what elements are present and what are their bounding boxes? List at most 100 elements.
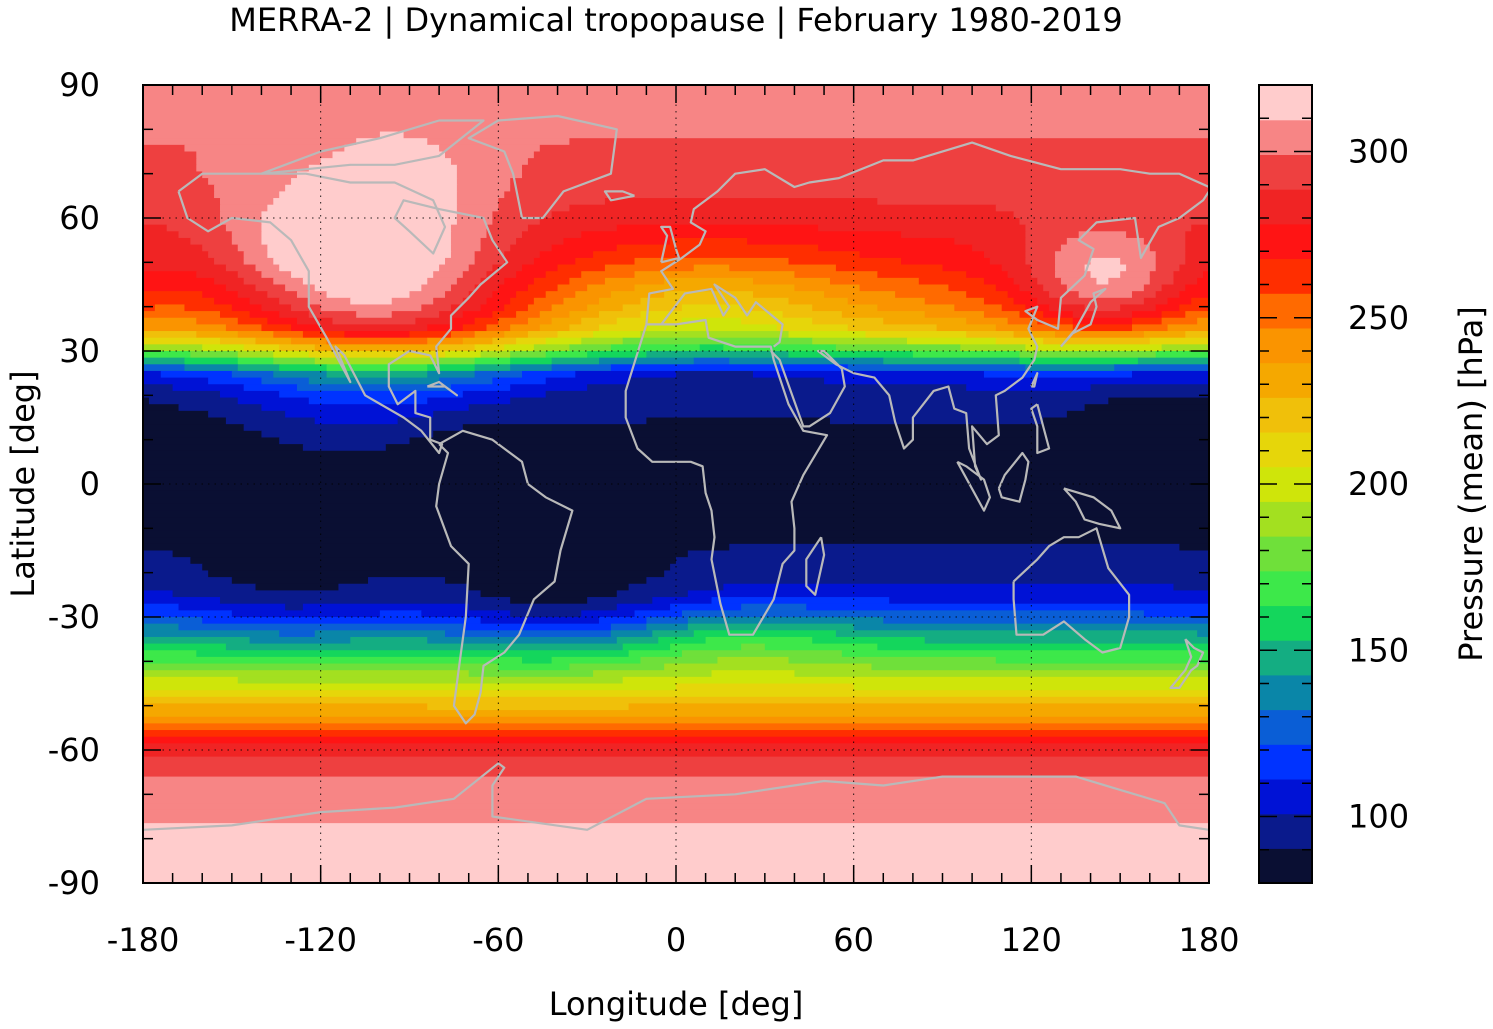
field-cell (143, 218, 221, 226)
field-cell (450, 304, 482, 312)
field-cell (143, 444, 304, 452)
field-cell (190, 351, 239, 359)
field-cell (1019, 351, 1157, 359)
field-cell (664, 570, 1209, 578)
colorbar-swatch (1259, 119, 1312, 155)
field-cell (687, 550, 1209, 558)
field-cell (847, 364, 1027, 372)
field-cell (983, 370, 1133, 379)
field-cell (344, 144, 440, 153)
field-cell (143, 111, 1209, 119)
field-cell (409, 331, 452, 339)
field-cell (143, 384, 174, 392)
field-cell (143, 131, 381, 139)
field-cell (143, 158, 197, 166)
field-cell (551, 364, 612, 372)
field-cell (261, 218, 458, 226)
field-cell (1025, 344, 1163, 352)
field-cell (486, 297, 511, 306)
field-cell (510, 597, 588, 605)
coastline-path (261, 119, 485, 175)
field-cell (1055, 251, 1157, 259)
field-cell (326, 337, 428, 345)
field-cell (1031, 324, 1074, 332)
field-cell (450, 384, 511, 392)
field-cell (788, 331, 867, 339)
field-cell (628, 377, 825, 385)
field-cell (474, 331, 505, 339)
field-cell (143, 297, 215, 306)
field-cell (966, 331, 1015, 339)
field-cell (616, 590, 689, 598)
field-cell (456, 211, 494, 219)
field-cell (622, 676, 1209, 685)
field-cell (143, 138, 357, 146)
field-cell (314, 284, 422, 292)
field-cell (510, 397, 1109, 405)
field-cell (409, 291, 446, 299)
y-tick-label: 90 (59, 66, 100, 104)
field-cell (557, 264, 606, 272)
field-cell (1197, 317, 1209, 325)
field-cell (462, 311, 494, 319)
field-cell (273, 351, 310, 359)
field-cell (788, 297, 849, 306)
field-cell (711, 597, 890, 605)
field-cell (279, 344, 316, 352)
field-cell (172, 550, 689, 558)
field-cell (143, 716, 1209, 724)
field-cell (883, 357, 1021, 365)
coastline-path (1060, 287, 1107, 348)
field-cell (480, 304, 505, 312)
field-cell (693, 264, 730, 272)
field-cell (237, 271, 263, 279)
field-cell (462, 424, 1209, 432)
field-cell (498, 663, 570, 671)
field-cell (1025, 231, 1080, 239)
field-cell (379, 610, 422, 618)
field-cell (468, 264, 494, 272)
field-cell (610, 630, 653, 638)
field-cell (231, 304, 263, 312)
field-cell (326, 364, 428, 372)
field-cell (871, 663, 1209, 671)
field-cell (510, 364, 553, 372)
field-cell (143, 304, 156, 312)
field-cell (143, 484, 1209, 492)
field-cell (279, 390, 464, 399)
field-cell (989, 257, 1027, 266)
field-cell (143, 643, 227, 651)
field-cell (143, 417, 227, 425)
field-cell (1173, 277, 1198, 286)
field-cell (1149, 277, 1175, 286)
field-cell (593, 251, 861, 259)
colorbar-swatch (1259, 189, 1312, 225)
field-cell (143, 543, 730, 552)
field-cell (788, 351, 914, 359)
field-cell (676, 557, 1209, 565)
field-cell (983, 251, 1027, 259)
field-cell (249, 297, 280, 306)
field-cell (474, 251, 505, 259)
field-cell (622, 304, 683, 312)
colorbar-tick-label: 100 (1348, 798, 1409, 836)
field-cell (143, 769, 1209, 778)
field-cell (599, 617, 647, 625)
field-cell (291, 304, 322, 312)
field-cell (143, 577, 233, 585)
field-cell (243, 277, 274, 286)
field-cell (622, 643, 671, 651)
field-cell (445, 351, 482, 359)
field-cell (847, 324, 938, 332)
field-cell (143, 184, 215, 192)
field-cell (705, 636, 813, 645)
field-cell (143, 397, 150, 405)
field-cell (906, 337, 997, 345)
field-cell (1143, 610, 1209, 618)
field-cell (1055, 264, 1086, 272)
field-cell (296, 384, 452, 392)
coastline-path (1030, 403, 1051, 455)
field-cell (219, 218, 263, 226)
field-cell (841, 650, 1209, 658)
